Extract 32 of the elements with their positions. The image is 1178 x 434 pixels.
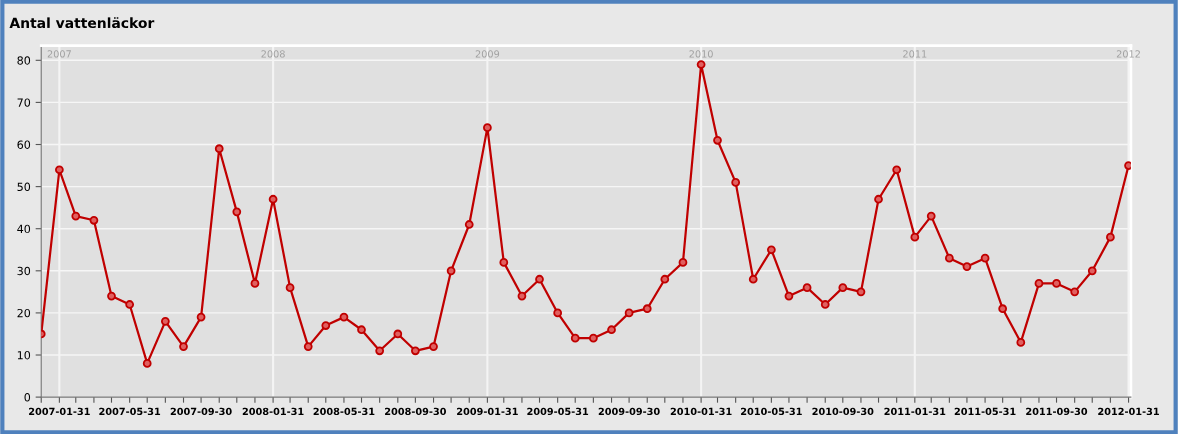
y-tick-label: 60 [17,140,31,149]
x-tick-label: 2009-01-31 [457,407,518,416]
x2-tick-label: 2012 [1116,50,1140,58]
x-tick-label: 2010-05-31 [741,407,802,416]
x-tick-label: 2010-09-30 [812,407,874,416]
x-tick-label: 2009-05-31 [527,407,589,416]
x-tick-label: 2010-01-31 [670,407,732,416]
y-tick-label: 10 [17,350,31,360]
x-tick-label: 2007-01-31 [29,407,90,416]
x-tick-label: 2008-05-31 [313,407,375,416]
x-tick-label: 2008-01-31 [242,407,304,416]
x2-tick-label: 2008 [261,50,285,58]
y-tick-label: 50 [17,182,31,191]
x-tick-label: 2009-09-30 [598,407,660,416]
x-tick-label: 2008-09-30 [385,407,447,416]
x2-tick-label: 2011 [903,50,927,58]
y-tick-label: 40 [17,224,31,234]
y-tick-label: 70 [17,98,31,107]
y-tick-label: 80 [17,56,31,65]
y-tick-label: 0 [24,393,31,402]
x2-tick-label: 2010 [689,50,713,58]
x2-tick-label: 2009 [475,50,500,58]
chart-title: Antal vattenläckor [9,17,155,29]
x-tick-label: 2007-05-31 [99,407,161,416]
x-tick-label: 2007-09-30 [170,407,232,416]
y-tick-label: 30 [17,266,31,276]
x-tick-label: 2011-09-30 [1026,407,1088,416]
y-tick-label: 20 [17,308,31,318]
x2-tick-label: 2007 [47,50,71,58]
x-tick-label: 2011-01-31 [884,407,946,416]
x-tick-label: 2011-05-31 [954,407,1016,416]
x-tick-label: 2012-01-31 [1098,407,1159,416]
